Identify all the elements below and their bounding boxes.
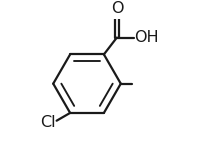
Text: OH: OH [134,30,159,45]
Text: Cl: Cl [40,114,56,129]
Text: O: O [111,1,123,16]
